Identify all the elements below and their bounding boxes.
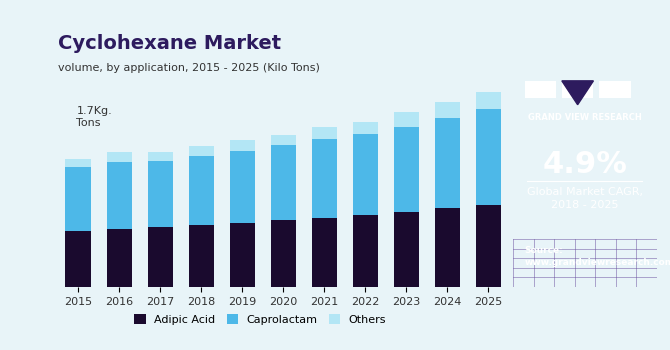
Text: 1.7Kg.
Tons: 1.7Kg. Tons: [76, 106, 112, 128]
Polygon shape: [562, 81, 594, 105]
Bar: [230, 223, 255, 287]
Bar: [188, 146, 214, 156]
FancyBboxPatch shape: [562, 81, 594, 98]
Bar: [476, 205, 501, 287]
Bar: [271, 135, 296, 146]
Text: Global Market CAGR,
2018 - 2025: Global Market CAGR, 2018 - 2025: [527, 187, 643, 210]
Bar: [271, 146, 296, 220]
Bar: [476, 92, 501, 109]
Text: Source:
www.grandviewresearch.com: Source: www.grandviewresearch.com: [525, 246, 670, 267]
Bar: [107, 152, 132, 162]
Bar: [435, 118, 460, 209]
Text: volume, by application, 2015 - 2025 (Kilo Tons): volume, by application, 2015 - 2025 (Kil…: [58, 63, 320, 74]
Bar: [476, 109, 501, 205]
Text: Cyclohexane Market: Cyclohexane Market: [58, 34, 281, 52]
Bar: [188, 156, 214, 225]
Bar: [230, 150, 255, 223]
Bar: [66, 231, 91, 287]
Bar: [312, 139, 337, 218]
Bar: [435, 102, 460, 118]
Legend: Adipic Acid, Caprolactam, Others: Adipic Acid, Caprolactam, Others: [130, 310, 391, 329]
Bar: [188, 225, 214, 287]
Bar: [352, 122, 378, 134]
Bar: [312, 127, 337, 139]
Bar: [147, 227, 173, 287]
Bar: [147, 152, 173, 161]
Bar: [271, 220, 296, 287]
Bar: [394, 127, 419, 211]
Text: 4.9%: 4.9%: [543, 150, 627, 179]
Bar: [66, 159, 91, 167]
Bar: [435, 209, 460, 287]
Bar: [147, 161, 173, 227]
Bar: [394, 112, 419, 127]
FancyBboxPatch shape: [599, 81, 630, 98]
Text: GRAND VIEW RESEARCH: GRAND VIEW RESEARCH: [528, 113, 642, 122]
Bar: [230, 140, 255, 150]
Bar: [352, 215, 378, 287]
Bar: [107, 162, 132, 229]
Bar: [66, 167, 91, 231]
Bar: [352, 134, 378, 215]
FancyBboxPatch shape: [525, 81, 556, 98]
Bar: [107, 229, 132, 287]
Bar: [394, 211, 419, 287]
Bar: [312, 218, 337, 287]
